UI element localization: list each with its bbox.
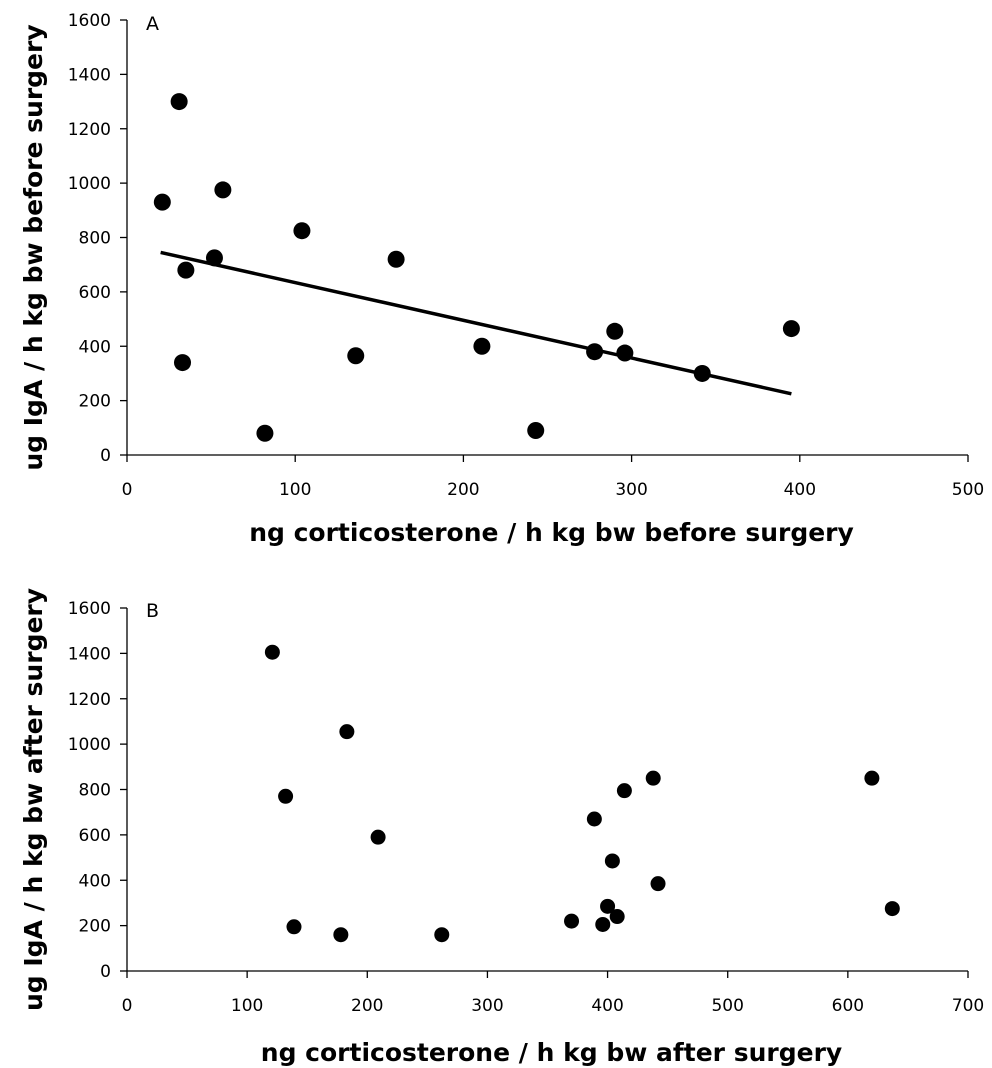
y-axis-title: ug IgA / h kg bw after surgery <box>19 588 48 1011</box>
x-tick-label: 0 <box>122 996 133 1016</box>
y-tick-label: 400 <box>79 337 111 357</box>
y-tick-label: 1600 <box>68 599 111 619</box>
panel-label: B <box>146 600 159 622</box>
chart-panel-b: 0 200 400 600 800 1000 1200 1400 1600 0 100 200 300 4… <box>19 588 984 1067</box>
data-point <box>214 181 232 199</box>
data-point <box>387 250 405 268</box>
data-point <box>370 829 386 845</box>
data-point <box>473 337 491 355</box>
y-tick-label: 0 <box>100 446 111 466</box>
data-point <box>616 783 632 799</box>
data-point <box>286 919 302 935</box>
data-point <box>609 909 625 925</box>
y-tick-label: 1200 <box>68 120 111 140</box>
x-tick-label: 200 <box>447 480 479 500</box>
data-point <box>347 347 365 365</box>
data-point <box>586 343 604 361</box>
y-tick-label: 400 <box>79 871 111 891</box>
x-tick-label: 200 <box>351 996 383 1016</box>
data-point <box>782 320 800 338</box>
data-point <box>604 853 620 869</box>
data-point <box>434 927 450 943</box>
data-point <box>645 770 661 786</box>
data-point <box>153 193 171 211</box>
x-tick-label: 100 <box>231 996 263 1016</box>
x-tick-label: 700 <box>952 996 984 1016</box>
data-point <box>884 901 900 917</box>
data-point <box>333 927 349 943</box>
y-tick-label: 1000 <box>68 735 111 755</box>
x-axis-title: ng corticosterone / h kg bw before surge… <box>249 518 854 547</box>
y-tick-label: 1400 <box>68 65 111 85</box>
y-tick-label: 1600 <box>68 11 111 31</box>
x-tick-label: 0 <box>122 480 133 500</box>
data-point <box>564 913 580 929</box>
data-point <box>527 422 545 440</box>
data-point <box>293 222 311 240</box>
data-point <box>600 898 616 914</box>
trendline <box>160 250 792 396</box>
data-point <box>650 876 666 892</box>
x-tick-label: 300 <box>615 480 647 500</box>
data-point <box>693 364 711 382</box>
data-point <box>595 916 611 932</box>
data-point <box>339 724 355 740</box>
x-tick-label: 500 <box>711 996 743 1016</box>
y-tick-label: 600 <box>79 826 111 846</box>
data-point <box>606 322 624 340</box>
chart-panel-a: 0 200 400 600 800 1000 1200 1400 1600 0 100 200 300 4… <box>19 11 984 547</box>
x-tick-label: 600 <box>832 996 864 1016</box>
data-point <box>170 93 188 111</box>
x-tick-label: 400 <box>591 996 623 1016</box>
y-axis-title: ug IgA / h kg bw before surgery <box>19 24 48 470</box>
data-point <box>278 788 294 804</box>
data-point <box>205 249 223 267</box>
y-tick-label: 0 <box>100 962 111 982</box>
x-tick-label: 500 <box>952 480 984 500</box>
y-tick-label: 200 <box>79 392 111 412</box>
y-tick-label: 1200 <box>68 690 111 710</box>
y-tick-label: 1400 <box>68 644 111 664</box>
panel-label: A <box>146 13 159 35</box>
y-tick-label: 200 <box>79 917 111 937</box>
y-tick-label: 800 <box>79 781 111 801</box>
data-point <box>616 344 634 362</box>
x-tick-label: 400 <box>784 480 816 500</box>
data-point <box>174 354 192 372</box>
data-point <box>264 644 280 660</box>
data-point <box>864 770 880 786</box>
y-tick-label: 800 <box>79 229 111 249</box>
data-point <box>586 811 602 827</box>
x-tick-label: 100 <box>279 480 311 500</box>
y-tick-label: 600 <box>79 283 111 303</box>
y-tick-label: 1000 <box>68 174 111 194</box>
data-point <box>256 424 274 442</box>
x-axis-title: ng corticosterone / h kg bw after surger… <box>261 1038 842 1067</box>
data-point <box>177 261 195 279</box>
x-tick-label: 300 <box>471 996 503 1016</box>
